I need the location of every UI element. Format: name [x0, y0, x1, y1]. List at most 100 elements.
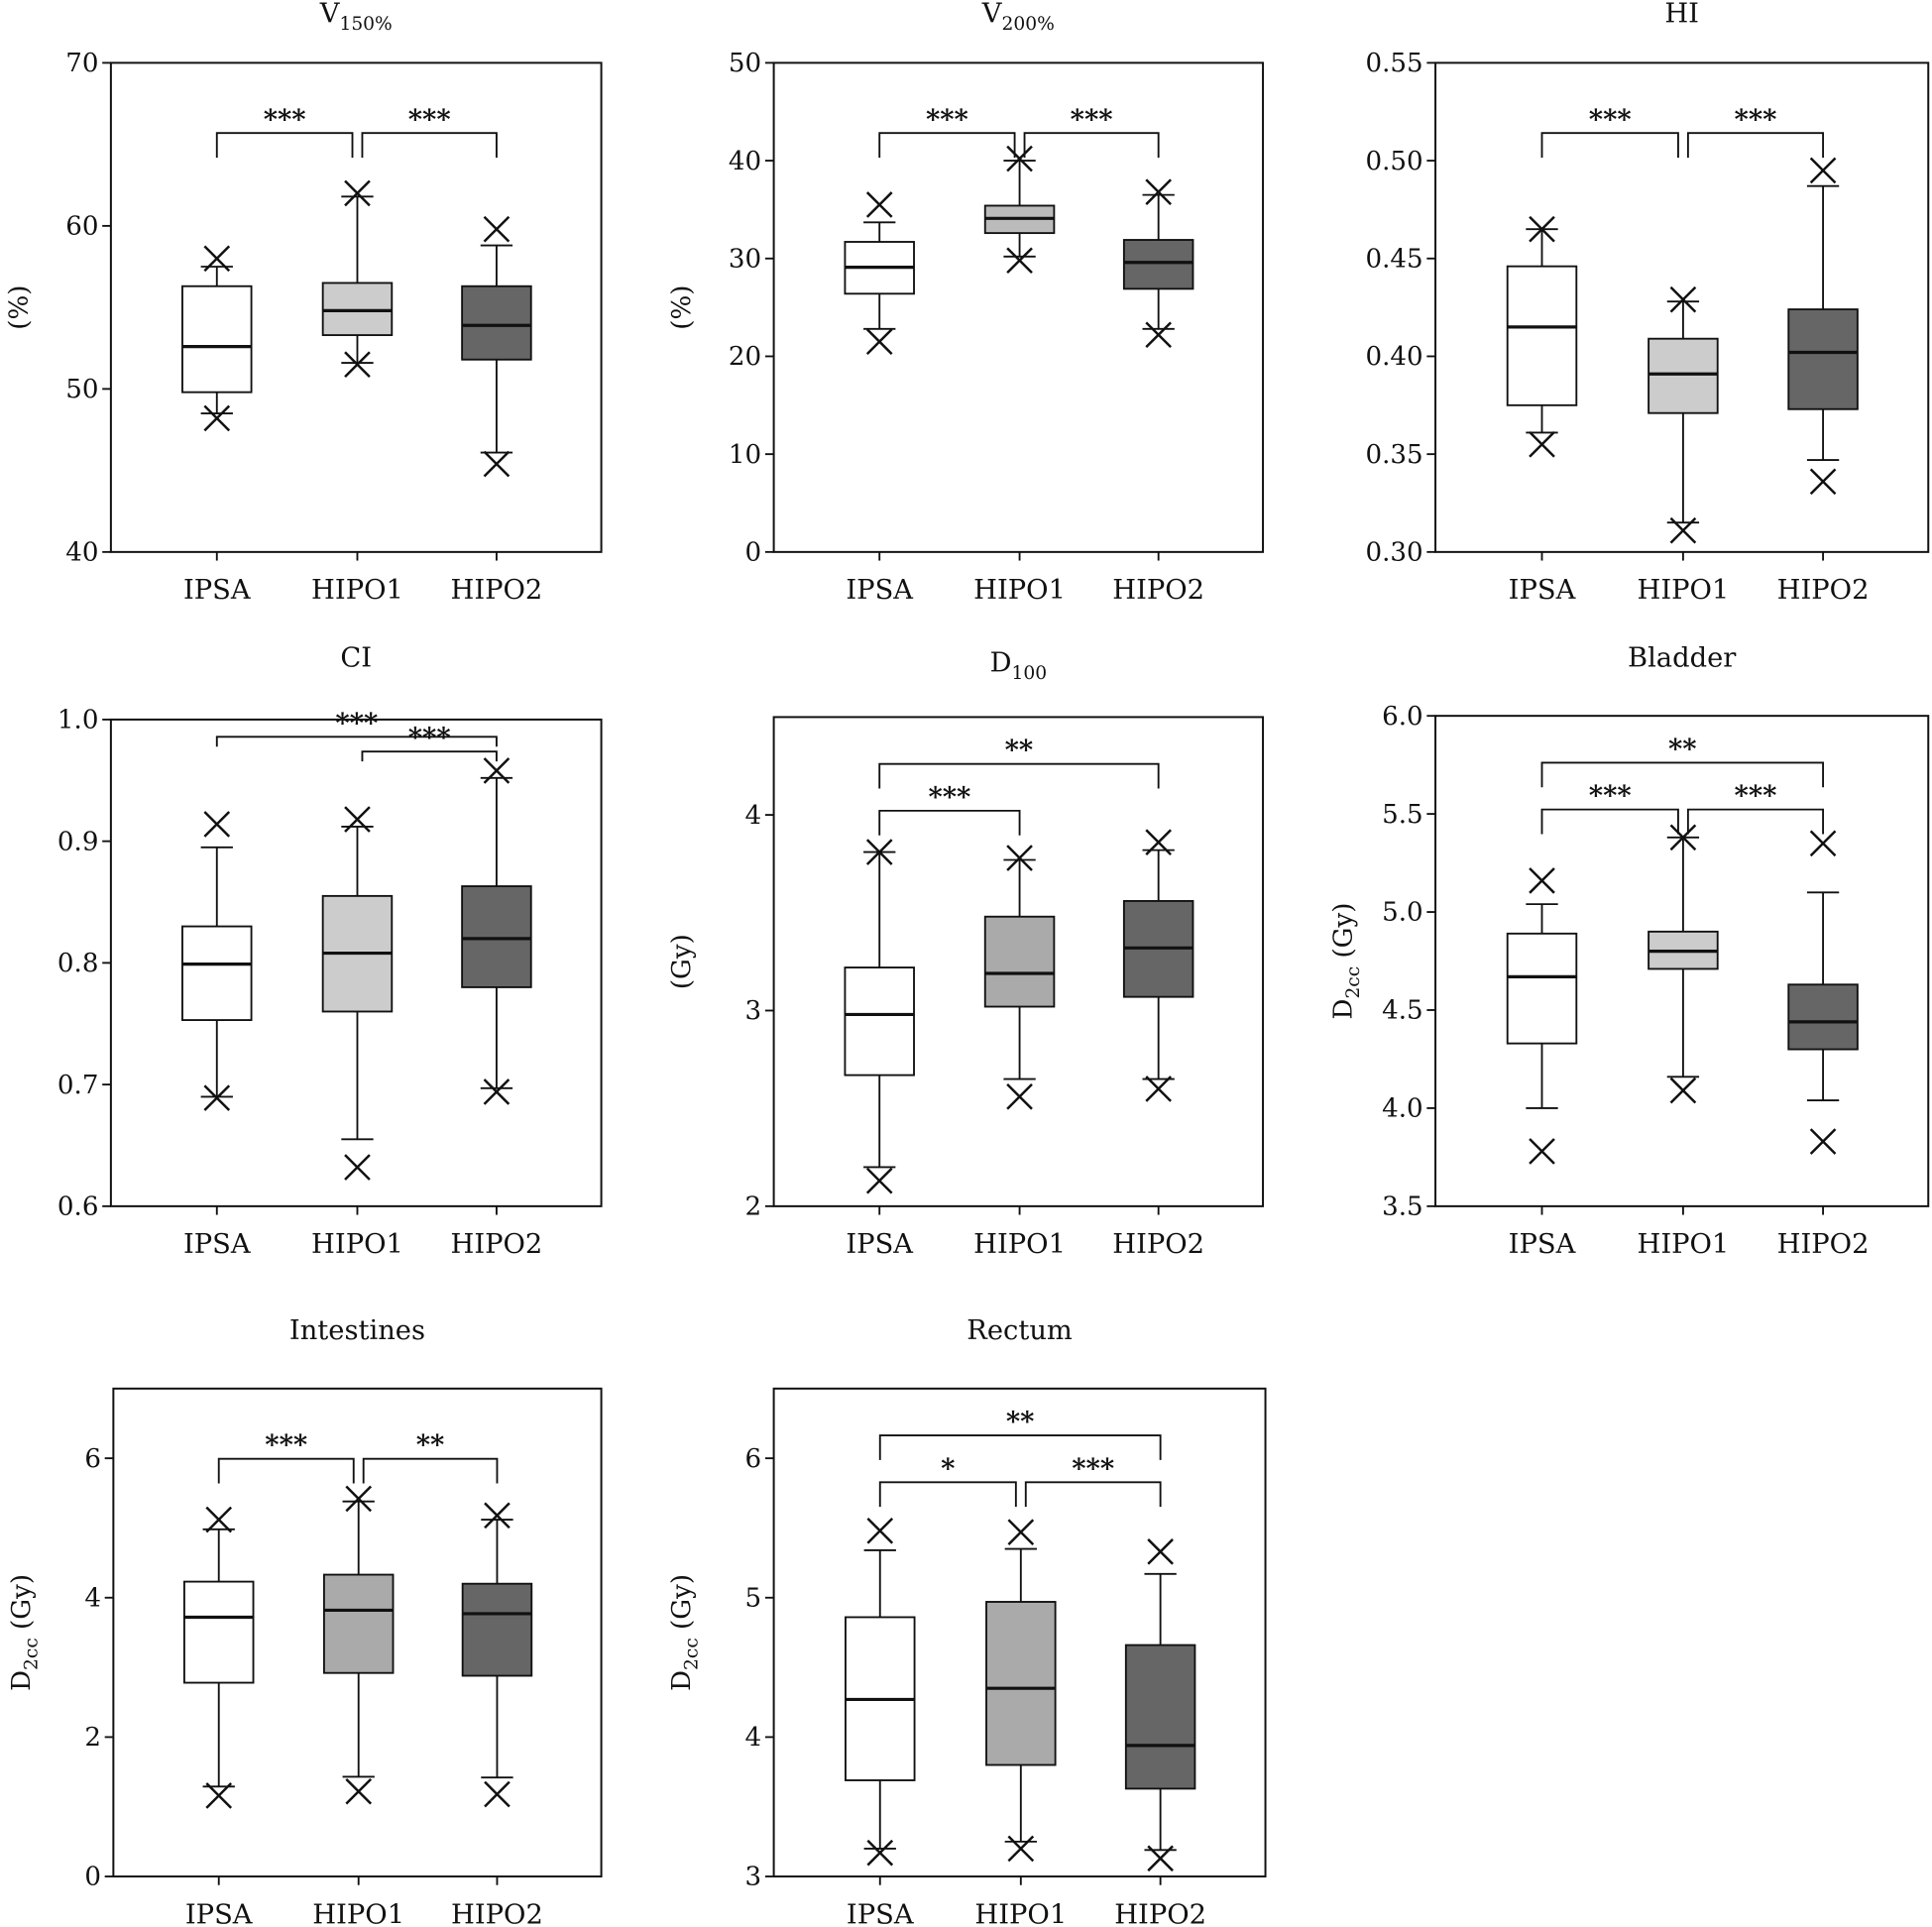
y-tick-label: 4: [745, 801, 762, 831]
x-tick-label: HIPO2: [451, 575, 543, 606]
y-tick-label: 40: [729, 147, 761, 176]
min-marker: [866, 1839, 894, 1867]
max-marker: [483, 757, 511, 784]
min-marker: [344, 351, 371, 378]
max-marker: [865, 839, 893, 865]
significance-label: ***: [1071, 103, 1113, 135]
max-marker-stroke: [483, 215, 511, 243]
iqr-box: [321, 282, 394, 337]
chart-title: Rectum: [966, 1315, 1073, 1346]
max-marker-stroke: [865, 839, 893, 865]
significance-bracket: [1686, 808, 1825, 835]
max-marker: [344, 806, 371, 833]
significance-bracket: [1540, 808, 1679, 835]
x-tick-label: HIPO1: [974, 1899, 1067, 1927]
significance-bracket: [217, 1457, 355, 1484]
max-marker-stroke: [205, 1506, 233, 1533]
significance-bracket: [878, 1481, 1017, 1508]
max-marker-stroke: [866, 1517, 894, 1544]
box-ipsa: [181, 811, 253, 1111]
max-marker-stroke: [484, 1502, 511, 1530]
y-axis-label-sub: 2cc: [682, 1638, 703, 1670]
max-marker: [345, 1485, 373, 1513]
significance-label: *: [941, 1452, 955, 1484]
chart-title-main: HI: [1664, 0, 1699, 29]
significance-bracket: [1024, 1481, 1162, 1508]
y-tick-label: 4.5: [1382, 996, 1422, 1026]
box-ipsa: [182, 1506, 255, 1809]
iqr-box: [1648, 337, 1719, 414]
box-hipo1: [321, 806, 394, 1181]
box-hipo2: [461, 757, 532, 1105]
plot-frame: [1434, 61, 1930, 553]
min-marker-stroke: [205, 1782, 233, 1809]
significance-label: ***: [408, 103, 451, 135]
min-marker-stroke: [865, 328, 893, 355]
significance-label: ***: [1735, 780, 1777, 812]
max-marker-stroke: [483, 757, 511, 784]
chart-title-main: D: [990, 647, 1012, 678]
min-marker: [1145, 1076, 1172, 1102]
chart-title-main: V: [319, 0, 341, 29]
chart-title: Intestines: [289, 1315, 425, 1346]
max-marker: [1145, 829, 1172, 856]
y-tick-label: 6: [745, 1444, 762, 1474]
chart-title-sub: 150%: [339, 14, 392, 35]
y-tick-label: 0.35: [1366, 440, 1423, 470]
plot-frame: [109, 61, 603, 553]
iqr-box: [182, 1580, 255, 1684]
x-tick-label: IPSA: [1509, 575, 1576, 606]
box-ipsa: [181, 245, 253, 432]
box-hipo1: [321, 179, 394, 378]
min-marker: [1147, 1845, 1174, 1872]
min-marker-stroke: [203, 404, 231, 432]
y-axis-label-unit: (Gy): [667, 1574, 697, 1638]
max-marker: [1669, 824, 1697, 851]
y-axis-label: D2cc (Gy): [667, 1574, 702, 1691]
box-hipo1: [1648, 824, 1719, 1104]
y-tick-label: 0.45: [1366, 244, 1423, 274]
max-marker-stroke: [344, 806, 371, 833]
plot-frame: [772, 1387, 1267, 1878]
y-tick-label: 0.55: [1366, 49, 1423, 78]
y-tick-label: 4: [745, 1723, 762, 1753]
max-marker-stroke: [1529, 867, 1555, 894]
x-tick-label: HIPO2: [451, 1229, 543, 1260]
box-hipo2: [1122, 178, 1194, 349]
max-marker: [1006, 145, 1033, 172]
max-marker: [1529, 867, 1555, 894]
max-marker: [344, 179, 371, 207]
min-marker: [1529, 1138, 1555, 1165]
significance-bracket: [215, 736, 498, 747]
chart-panel: V150% (%) 40 50 60 70 IPSA HIPO1 HIPO2 *** ***: [4, 0, 603, 606]
y-axis-label-sub: 2cc: [1343, 966, 1364, 999]
y-tick-label: 3.5: [1382, 1192, 1422, 1222]
min-marker: [205, 1782, 233, 1809]
chart-title-main: Intestines: [289, 1315, 425, 1346]
x-tick-label: HIPO1: [973, 575, 1066, 606]
min-marker-stroke: [1147, 1845, 1174, 1872]
min-marker-stroke: [1669, 516, 1697, 544]
max-marker: [865, 191, 893, 218]
box-hipo1: [1648, 285, 1719, 544]
chart-title-main: CI: [340, 642, 372, 673]
y-axis-label-main: (Gy): [667, 934, 697, 989]
y-axis-label-main: D: [667, 1670, 697, 1691]
min-marker-stroke: [203, 1084, 231, 1111]
x-tick-label: HIPO2: [1777, 1229, 1870, 1260]
max-marker: [1147, 1538, 1174, 1565]
x-tick-label: HIPO1: [1638, 1229, 1730, 1260]
max-marker: [1007, 1519, 1035, 1545]
max-marker-stroke: [1809, 830, 1837, 857]
significance-label: ***: [408, 722, 451, 753]
box-ipsa: [1506, 867, 1578, 1165]
max-marker: [866, 1517, 894, 1544]
iqr-box: [1506, 265, 1578, 406]
x-tick-label: HIPO1: [311, 575, 403, 606]
chart-title: Bladder: [1628, 642, 1737, 673]
box-ipsa: [844, 839, 915, 1194]
box-hipo2: [461, 215, 532, 478]
y-axis-label: D2cc (Gy): [1329, 903, 1364, 1020]
min-marker-stroke: [1529, 1138, 1555, 1165]
chart-title: V150%: [319, 0, 393, 35]
